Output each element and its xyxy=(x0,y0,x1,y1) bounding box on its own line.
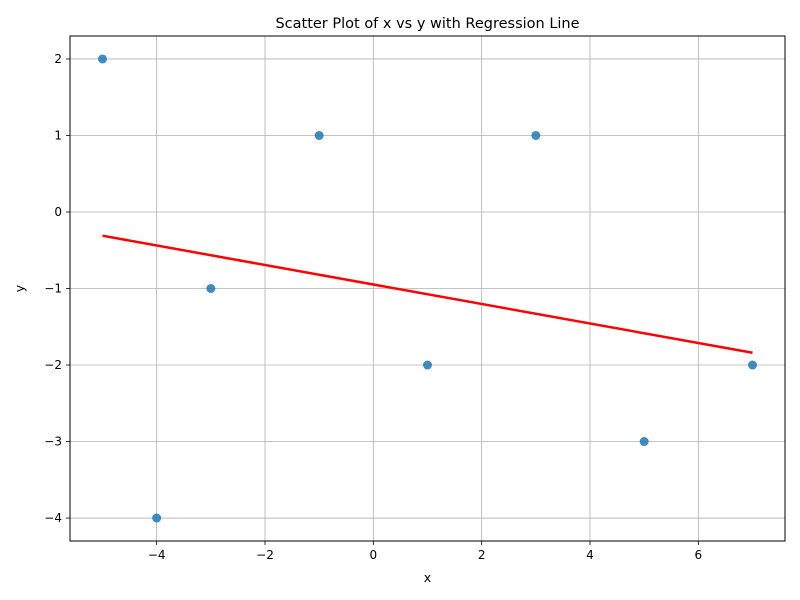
y-tick-label: −2 xyxy=(44,358,62,372)
scatter-point xyxy=(531,130,541,140)
x-axis-label: x xyxy=(424,570,431,585)
x-tick-label: 4 xyxy=(586,548,594,562)
scatter-point xyxy=(206,284,216,293)
x-tick-label: 0 xyxy=(370,548,378,562)
y-tick-label: 1 xyxy=(54,128,62,142)
regression-line xyxy=(102,234,753,355)
scatter-point xyxy=(152,513,162,523)
y-axis-label: y xyxy=(12,284,27,292)
y-tick-label: 0 xyxy=(54,205,62,219)
y-tick-label: 2 xyxy=(54,52,62,66)
regression-line-group xyxy=(102,234,753,355)
data-points xyxy=(98,54,757,523)
x-axis-ticks: −4 −2 0 2 4 6 xyxy=(148,541,702,562)
x-tick-label: 2 xyxy=(478,548,486,562)
x-tick-label: −4 xyxy=(148,548,166,562)
scatter-point xyxy=(98,54,107,64)
scatter-point xyxy=(639,437,649,447)
grid-lines xyxy=(70,36,785,541)
y-tick-label: −1 xyxy=(44,282,62,296)
y-tick-label: −4 xyxy=(44,511,62,525)
y-tick-label: −3 xyxy=(44,435,62,449)
x-tick-label: −2 xyxy=(256,548,274,562)
x-tick-label: 6 xyxy=(695,548,703,562)
chart-title: Scatter Plot of x vs y with Regression L… xyxy=(275,16,579,32)
scatter-point xyxy=(314,130,324,140)
scatter-point xyxy=(748,360,757,370)
y-axis-ticks: −4 −3 −2 −1 0 1 2 xyxy=(44,52,70,525)
scatter-point xyxy=(423,360,432,370)
